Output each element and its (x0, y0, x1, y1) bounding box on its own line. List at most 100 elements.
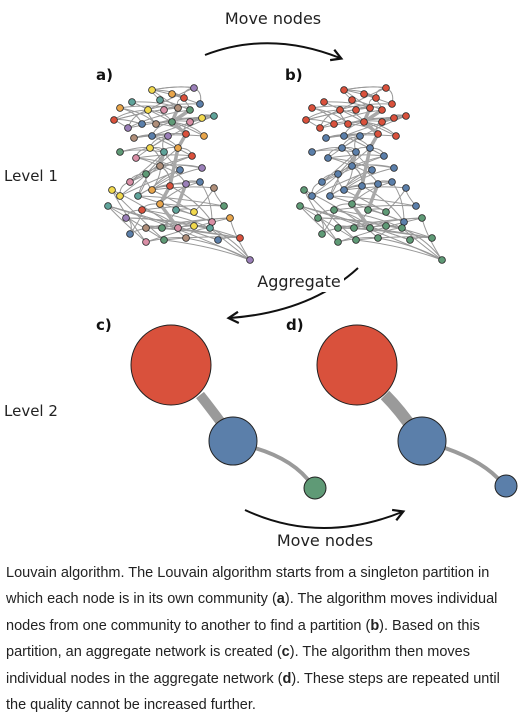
network-node (330, 206, 338, 214)
move-nodes-top-arrow (204, 42, 344, 62)
network-node (190, 84, 198, 92)
network-node (378, 106, 386, 114)
level-2-label: Level 2 (4, 402, 58, 420)
network-edge (141, 205, 225, 211)
network-node (200, 132, 208, 140)
network-node (350, 224, 358, 232)
network-node (356, 132, 364, 140)
network-edge (161, 227, 241, 239)
network-edge (311, 147, 371, 197)
aggregate-edge-blue-blue-d (444, 446, 504, 485)
network-node (210, 112, 218, 120)
network-edge (329, 195, 417, 207)
network-node (352, 106, 360, 114)
network-edge (107, 205, 251, 261)
network-edge (209, 227, 251, 261)
panel-d-label: d) (286, 316, 304, 334)
panel-b-label: b) (285, 66, 303, 84)
network-node (198, 114, 206, 122)
network-node (380, 152, 388, 160)
network-node (174, 104, 182, 112)
network-node (352, 236, 360, 244)
network-node (156, 200, 164, 208)
network-node (382, 222, 390, 230)
network-node (366, 144, 374, 152)
network-edge (311, 105, 371, 109)
network-node (320, 98, 328, 106)
network-heavy-edge (174, 183, 188, 211)
network-edge (141, 209, 211, 229)
louvain-diagram: Move nodes a) b) c) d) Level 1 Level 2 A… (4, 9, 518, 550)
network-node (340, 186, 348, 194)
network-node (190, 208, 198, 216)
network-node (116, 104, 124, 112)
network-node (142, 238, 150, 246)
network-node (126, 178, 134, 186)
network-node (374, 180, 382, 188)
network-edge (355, 236, 433, 241)
network-edge (127, 109, 191, 129)
network-node (382, 208, 390, 216)
caption-ref-d: d (282, 670, 292, 687)
network-node (334, 170, 342, 178)
network-node (330, 120, 338, 128)
network-node (126, 230, 134, 238)
network-edge (209, 227, 251, 261)
network-node (116, 192, 124, 200)
community-node-blue-d (397, 416, 447, 466)
network-node (340, 86, 348, 94)
community-node-green (303, 476, 327, 500)
network-heavy-edge (168, 147, 180, 187)
network-edge (355, 239, 443, 261)
network-edge (137, 195, 225, 207)
network-node (160, 236, 168, 244)
network-node (300, 186, 308, 194)
network-node (138, 206, 146, 214)
community-node-blue-small-d (494, 474, 518, 498)
network-node (392, 132, 400, 140)
network-node (322, 134, 330, 142)
network-node (236, 234, 244, 242)
network-heavy-edge (350, 202, 372, 230)
network-node (366, 224, 374, 232)
network-edge (163, 239, 251, 261)
network-node (168, 118, 176, 126)
network-edge (111, 189, 147, 243)
network-node (160, 106, 168, 114)
move-nodes-bottom-label: Move nodes (277, 531, 373, 550)
network-node (214, 236, 222, 244)
network-node (148, 86, 156, 94)
network-edge (401, 227, 443, 261)
aggregate-arrow (226, 267, 359, 324)
network-node (318, 230, 326, 238)
network-node (340, 132, 348, 140)
network-edge (163, 236, 241, 241)
network-node (316, 124, 324, 132)
network-node (220, 202, 228, 210)
network-node (210, 184, 218, 192)
network-node (398, 224, 406, 232)
network-node (338, 144, 346, 152)
network-edge (119, 105, 179, 109)
network-node (308, 148, 316, 156)
network-node (402, 112, 410, 120)
network-node (156, 96, 164, 104)
network-edge (299, 205, 411, 241)
network-node (360, 90, 368, 98)
network-node (308, 104, 316, 112)
network-moved-partition (296, 84, 446, 264)
network-node (160, 148, 168, 156)
network-node (388, 100, 396, 108)
panel-a-label: a) (96, 66, 113, 84)
network-node (168, 90, 176, 98)
network-node (108, 186, 116, 194)
network-node (110, 116, 118, 124)
network-edge (319, 109, 383, 129)
network-edge (327, 154, 385, 159)
network-heavy-edge (158, 202, 180, 230)
community-node-red-d (316, 324, 398, 406)
network-node (438, 256, 446, 264)
network-edge (169, 185, 213, 223)
network-heavy-edge (366, 183, 380, 211)
network-edge (353, 227, 433, 239)
